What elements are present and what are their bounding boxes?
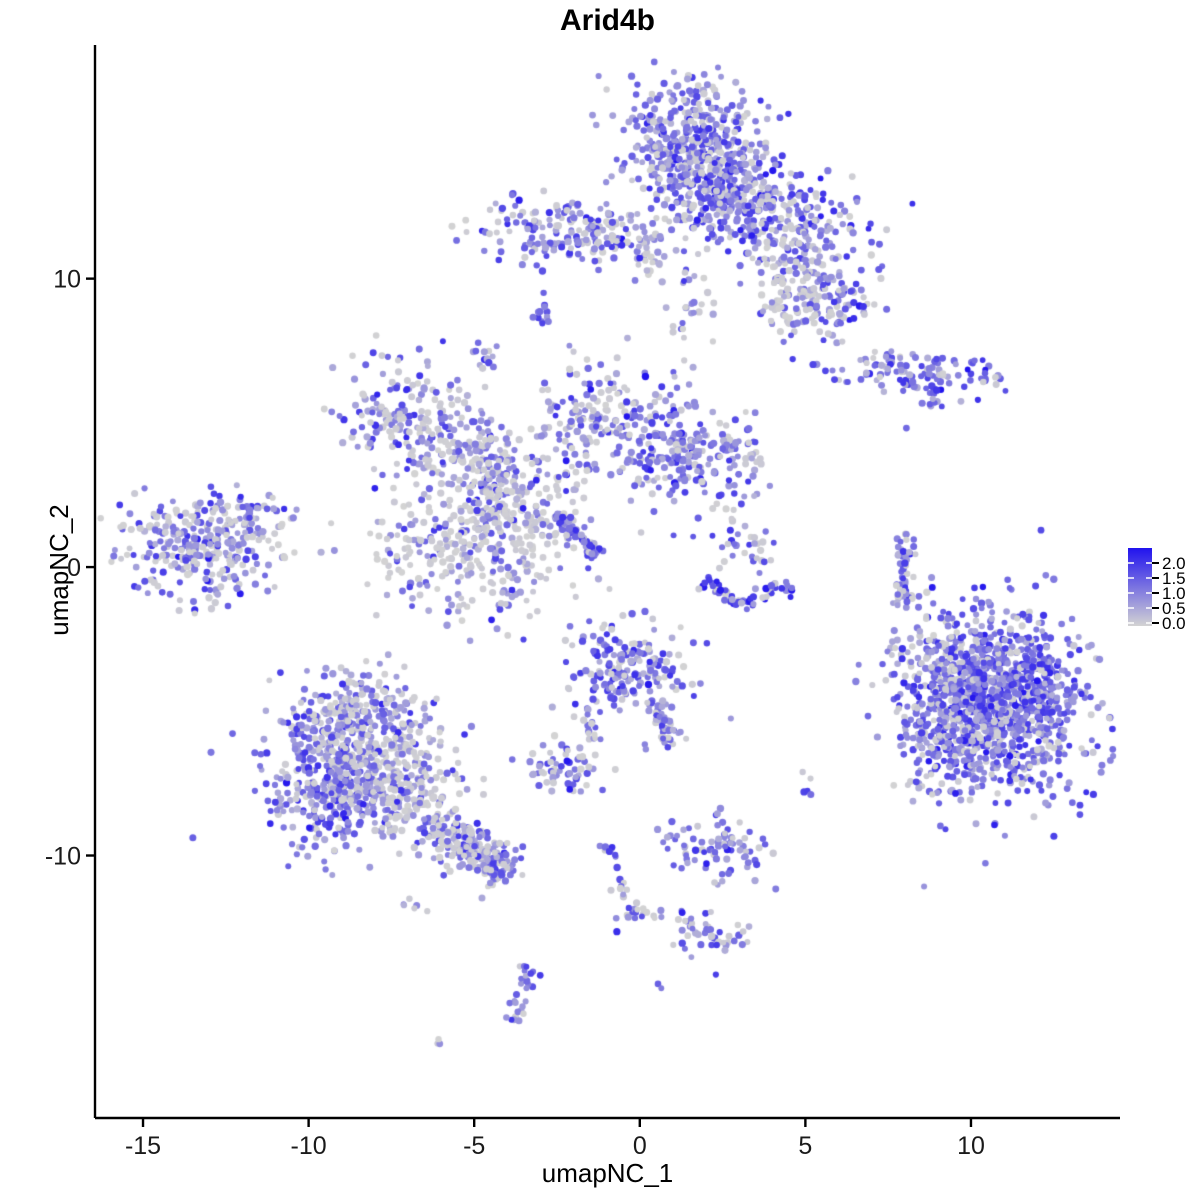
x-tick-label: -10 bbox=[291, 1132, 327, 1160]
legend-colorbar-inner-tick bbox=[1128, 622, 1134, 624]
legend-tick-label: 0.5 bbox=[1162, 599, 1186, 618]
x-tick-label: 0 bbox=[633, 1132, 647, 1160]
legend-tick-label: 0.0 bbox=[1162, 614, 1186, 633]
x-tick-label: 5 bbox=[798, 1132, 812, 1160]
x-tick-label: -5 bbox=[463, 1132, 485, 1160]
y-tick-label: -10 bbox=[45, 843, 81, 871]
y-tick-label: 0 bbox=[67, 554, 81, 582]
legend-colorbar-inner-tick bbox=[1146, 577, 1152, 579]
legend-tick-label: 2.0 bbox=[1162, 554, 1186, 573]
y-axis-label: umapNC_2 bbox=[44, 504, 74, 636]
legend-colorbar-inner-tick bbox=[1128, 607, 1134, 609]
legend-colorbar bbox=[1128, 548, 1152, 626]
legend-colorbar-inner-tick bbox=[1146, 622, 1152, 624]
legend-colorbar-inner-tick bbox=[1146, 592, 1152, 594]
x-axis-label: umapNC_1 bbox=[541, 1158, 674, 1188]
x-tick-label: -15 bbox=[125, 1132, 161, 1160]
plot-title: Arid4b bbox=[559, 4, 655, 37]
y-tick-label: 10 bbox=[53, 266, 81, 294]
legend-tick-mark bbox=[1152, 592, 1159, 594]
legend-tick-mark bbox=[1152, 607, 1159, 609]
legend-tick-mark bbox=[1152, 562, 1159, 564]
legend-colorbar-inner-tick bbox=[1146, 562, 1152, 564]
legend-tick-label: 1.5 bbox=[1162, 569, 1186, 588]
legend-tick-mark bbox=[1152, 622, 1159, 624]
legend-colorbar-inner-tick bbox=[1146, 607, 1152, 609]
legend-tick-mark bbox=[1152, 577, 1159, 579]
legend-colorbar-inner-tick bbox=[1128, 577, 1134, 579]
x-tick-label: 10 bbox=[957, 1132, 985, 1160]
legend-colorbar-inner-tick bbox=[1128, 562, 1134, 564]
legend-colorbar-inner-tick bbox=[1128, 592, 1134, 594]
legend-tick-label: 1.0 bbox=[1162, 584, 1186, 603]
